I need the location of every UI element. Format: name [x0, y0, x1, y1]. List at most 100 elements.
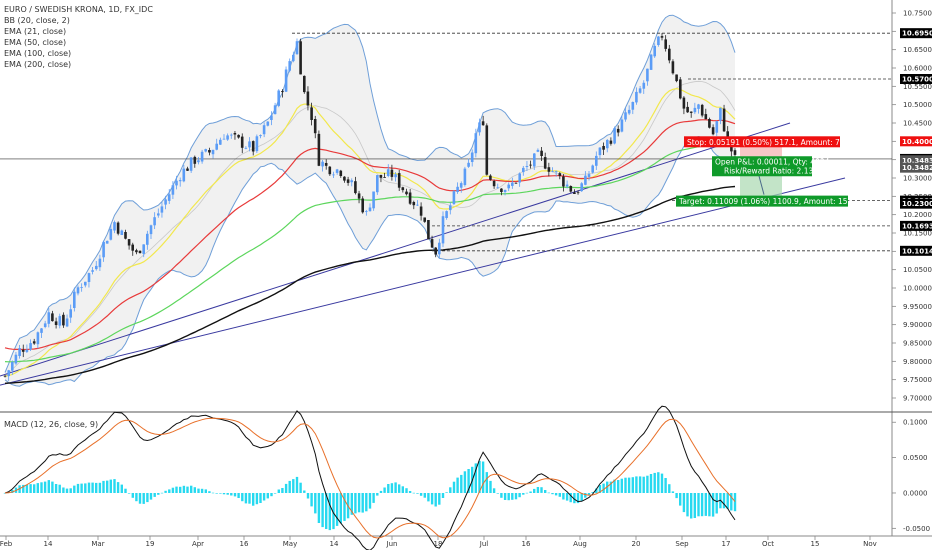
candle-body[interactable] — [273, 105, 277, 115]
candle-body[interactable] — [248, 141, 251, 148]
candle-body[interactable] — [361, 198, 364, 213]
candle-body[interactable] — [339, 170, 343, 176]
candle-body[interactable] — [153, 217, 156, 226]
candle-body[interactable] — [324, 163, 328, 166]
candle-body[interactable] — [478, 122, 481, 133]
candle-body[interactable] — [65, 318, 69, 327]
candle-body[interactable] — [211, 149, 215, 155]
candle-body[interactable] — [664, 39, 667, 49]
candle-body[interactable] — [551, 171, 554, 172]
candle-body[interactable] — [376, 175, 379, 193]
candle-body[interactable] — [708, 119, 711, 128]
candle-body[interactable] — [368, 207, 372, 212]
candle-body[interactable] — [383, 177, 386, 178]
candle-body[interactable] — [711, 127, 715, 135]
candle-body[interactable] — [226, 135, 229, 140]
candle-body[interactable] — [525, 166, 529, 167]
candle-body[interactable] — [131, 244, 134, 251]
candle-body[interactable] — [700, 104, 704, 116]
candle-body[interactable] — [386, 169, 390, 176]
candle-body[interactable] — [197, 160, 200, 163]
candle-body[interactable] — [251, 141, 255, 152]
candle-body[interactable] — [84, 281, 87, 286]
candle-body[interactable] — [222, 138, 226, 140]
candle-body[interactable] — [419, 206, 423, 216]
candle-body[interactable] — [164, 199, 167, 205]
candle-body[interactable] — [459, 183, 463, 188]
candle-body[interactable] — [270, 115, 273, 120]
candle-body[interactable] — [416, 204, 419, 206]
candle-body[interactable] — [660, 36, 664, 38]
candle-body[interactable] — [277, 90, 280, 106]
candle-body[interactable] — [266, 121, 270, 126]
candle-body[interactable] — [470, 152, 474, 163]
candle-body[interactable] — [193, 156, 197, 164]
candle-body[interactable] — [80, 287, 83, 288]
candle-body[interactable] — [679, 79, 682, 99]
candle-body[interactable] — [171, 185, 175, 195]
candle-body[interactable] — [635, 91, 638, 103]
candle-body[interactable] — [456, 186, 459, 192]
candle-body[interactable] — [715, 121, 719, 133]
candle-body[interactable] — [390, 169, 394, 177]
candle-body[interactable] — [3, 375, 7, 377]
candle-body[interactable] — [481, 121, 485, 126]
candle-body[interactable] — [671, 61, 675, 74]
candle-body[interactable] — [401, 187, 405, 191]
candle-body[interactable] — [281, 91, 284, 93]
candle-body[interactable] — [299, 41, 302, 75]
candle-body[interactable] — [76, 287, 80, 294]
candle-body[interactable] — [175, 180, 178, 186]
candle-body[interactable] — [719, 107, 722, 121]
candle-body[interactable] — [441, 216, 445, 244]
candle-body[interactable] — [543, 157, 547, 169]
candle-body[interactable] — [565, 184, 569, 187]
candle-body[interactable] — [580, 183, 583, 192]
candle-body[interactable] — [328, 166, 332, 175]
candle-body[interactable] — [237, 134, 240, 138]
candle-body[interactable] — [587, 174, 591, 177]
candle-body[interactable] — [310, 107, 313, 120]
candle-body[interactable] — [332, 174, 335, 176]
candle-body[interactable] — [259, 135, 262, 137]
candle-body[interactable] — [500, 188, 503, 192]
candle-body[interactable] — [638, 88, 642, 93]
candle-body[interactable] — [533, 153, 536, 167]
candle-body[interactable] — [219, 139, 222, 145]
candle-body[interactable] — [606, 140, 609, 149]
candle-body[interactable] — [445, 211, 448, 218]
candle-body[interactable] — [182, 168, 186, 182]
candle-body[interactable] — [36, 332, 40, 345]
candle-body[interactable] — [87, 273, 91, 282]
candle-body[interactable] — [54, 321, 58, 325]
candle-body[interactable] — [95, 265, 98, 270]
candle-body[interactable] — [321, 161, 324, 167]
candle-body[interactable] — [595, 155, 598, 166]
candle-body[interactable] — [21, 349, 25, 352]
candle-body[interactable] — [449, 205, 452, 211]
candle-body[interactable] — [18, 348, 21, 356]
candle-body[interactable] — [51, 313, 54, 322]
candle-body[interactable] — [697, 104, 700, 109]
candle-body[interactable] — [32, 341, 36, 344]
candle-body[interactable] — [427, 220, 430, 240]
candle-body[interactable] — [405, 191, 408, 195]
candle-body[interactable] — [620, 119, 624, 132]
candle-body[interactable] — [138, 250, 142, 254]
candle-body[interactable] — [350, 180, 353, 183]
candle-body[interactable] — [646, 68, 649, 82]
candle-body[interactable] — [58, 316, 62, 326]
candle-body[interactable] — [372, 191, 375, 209]
candle-body[interactable] — [124, 232, 127, 239]
candle-body[interactable] — [186, 168, 189, 171]
candle-body[interactable] — [29, 343, 32, 350]
candle-body[interactable] — [569, 186, 573, 192]
candle-body[interactable] — [733, 150, 737, 155]
candle-body[interactable] — [584, 175, 587, 185]
candle-body[interactable] — [102, 241, 105, 258]
candle-body[interactable] — [14, 354, 18, 364]
candle-body[interactable] — [613, 128, 616, 144]
candle-body[interactable] — [558, 173, 562, 176]
candle-body[interactable] — [492, 181, 496, 187]
candle-body[interactable] — [591, 165, 594, 173]
